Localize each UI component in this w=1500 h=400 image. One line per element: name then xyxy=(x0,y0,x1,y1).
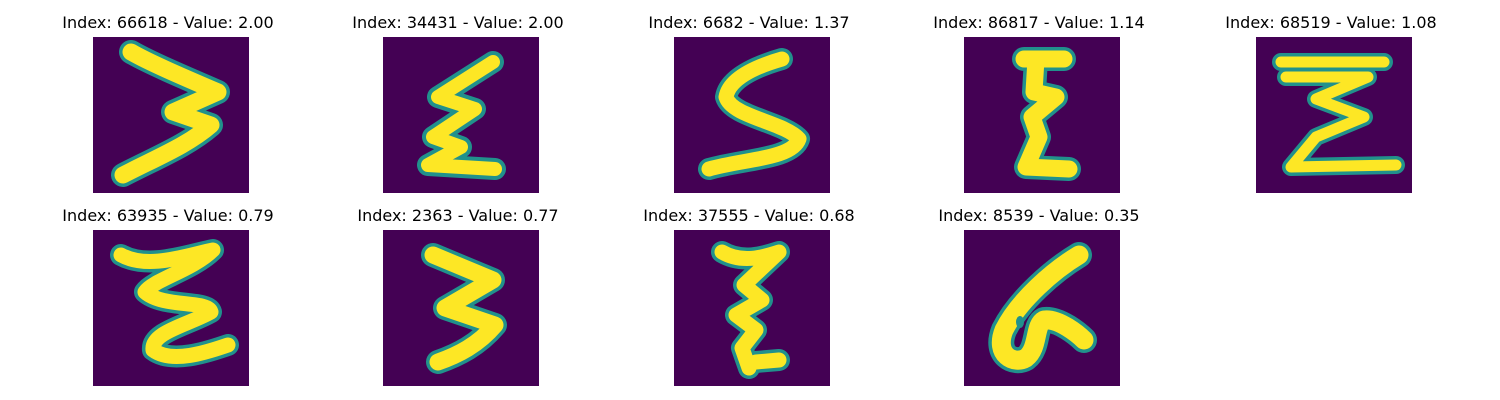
glyph-loop-6 xyxy=(988,242,1097,374)
panel-5: Index: 68519 - Value: 1.08 xyxy=(1181,13,1481,203)
panel-7: Index: 2363 - Value: 0.77 xyxy=(308,206,608,396)
panel-1: Index: 66618 - Value: 2.00 xyxy=(18,13,318,203)
digit-image xyxy=(964,230,1120,386)
panel-2: Index: 34431 - Value: 2.00 xyxy=(308,13,608,203)
digit-image xyxy=(1256,37,1412,193)
panel-6: Index: 63935 - Value: 0.79 xyxy=(18,206,318,396)
panel-title: Index: 86817 - Value: 1.14 xyxy=(933,13,1145,32)
glyph-wave-3 xyxy=(111,40,230,187)
panel-3: Index: 6682 - Value: 1.37 xyxy=(599,13,899,203)
glyph-sigma xyxy=(1272,53,1405,176)
panel-title: Index: 68519 - Value: 1.08 xyxy=(1225,13,1437,32)
glyph-sigma-round xyxy=(110,239,239,368)
glyph-vertical-e xyxy=(1012,47,1081,181)
panel-8: Index: 37555 - Value: 0.68 xyxy=(599,206,899,396)
glyph-zigzag xyxy=(417,51,506,180)
panel-title: Index: 6682 - Value: 1.37 xyxy=(648,13,850,32)
panel-9: Index: 8539 - Value: 0.35 xyxy=(889,206,1189,396)
digit-image xyxy=(674,230,830,386)
panel-title: Index: 2363 - Value: 0.77 xyxy=(357,206,559,225)
panel-title: Index: 63935 - Value: 0.79 xyxy=(62,206,274,225)
digit-image xyxy=(383,37,539,193)
digit-image xyxy=(383,230,539,386)
panel-title: Index: 34431 - Value: 2.00 xyxy=(352,13,564,32)
glyph-zigzag xyxy=(711,241,790,379)
panel-title: Index: 66618 - Value: 2.00 xyxy=(62,13,274,32)
glyph-s-shape xyxy=(698,48,810,180)
digit-image xyxy=(93,37,249,193)
digit-image xyxy=(93,230,249,386)
glyph-wave-3 xyxy=(421,243,507,374)
digit-image xyxy=(674,37,830,193)
panel-4: Index: 86817 - Value: 1.14 xyxy=(889,13,1189,203)
panel-title: Index: 37555 - Value: 0.68 xyxy=(643,206,855,225)
panel-title: Index: 8539 - Value: 0.35 xyxy=(938,206,1140,225)
digit-image xyxy=(964,37,1120,193)
